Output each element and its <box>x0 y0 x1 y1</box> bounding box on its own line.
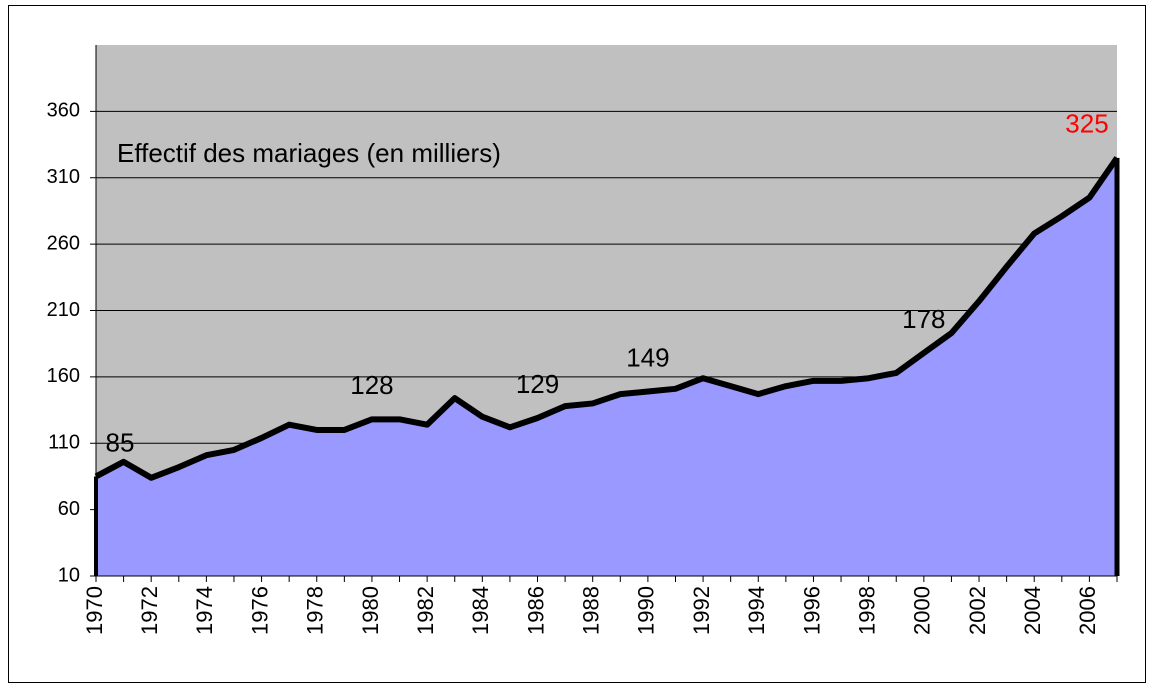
x-tick-label: 1998 <box>854 586 879 635</box>
x-tick-label: 1992 <box>689 586 714 635</box>
y-tick-label: 10 <box>58 564 80 586</box>
y-tick-label: 310 <box>47 166 80 188</box>
x-tick-label: 1984 <box>468 586 493 635</box>
x-tick-label: 1978 <box>303 586 328 635</box>
x-tick-label: 1982 <box>413 586 438 635</box>
x-tick-label: 1970 <box>82 586 107 635</box>
data-label: 149 <box>626 342 669 372</box>
data-label: 325 <box>1065 109 1108 139</box>
data-label: 178 <box>902 304 945 334</box>
x-tick-label: 1976 <box>247 586 272 635</box>
x-tick-label: 1986 <box>523 586 548 635</box>
x-tick-label: 2000 <box>910 586 935 635</box>
y-tick-label: 110 <box>48 432 80 454</box>
x-tick-label: 1988 <box>579 586 604 635</box>
chart-title: Effectif des mariages (en milliers) <box>117 138 501 168</box>
x-tick-label: 1974 <box>192 586 217 635</box>
y-tick-label: 360 <box>47 100 80 122</box>
data-label: 85 <box>106 427 135 457</box>
data-label: 128 <box>350 370 393 400</box>
x-tick-label: 1996 <box>799 586 824 635</box>
y-tick-label: 260 <box>47 232 80 254</box>
x-tick-label: 2006 <box>1075 586 1100 635</box>
x-tick-label: 1980 <box>358 586 383 635</box>
x-tick-label: 1990 <box>634 586 659 635</box>
y-tick-label: 210 <box>47 299 80 321</box>
area <box>96 157 1117 576</box>
plot-area: 10 60 110 160 210 260 310 360 1970 1972 1974 1976 19… <box>47 45 1120 635</box>
y-tick-label: 60 <box>58 498 80 520</box>
y-tick-label: 160 <box>47 365 80 387</box>
x-tick-label: 1994 <box>744 586 769 635</box>
data-label: 129 <box>516 369 559 399</box>
x-tick-label: 2004 <box>1020 586 1045 635</box>
x-tick-label: 2002 <box>965 586 990 635</box>
x-tick-label: 1972 <box>137 586 162 635</box>
line <box>94 156 1120 481</box>
